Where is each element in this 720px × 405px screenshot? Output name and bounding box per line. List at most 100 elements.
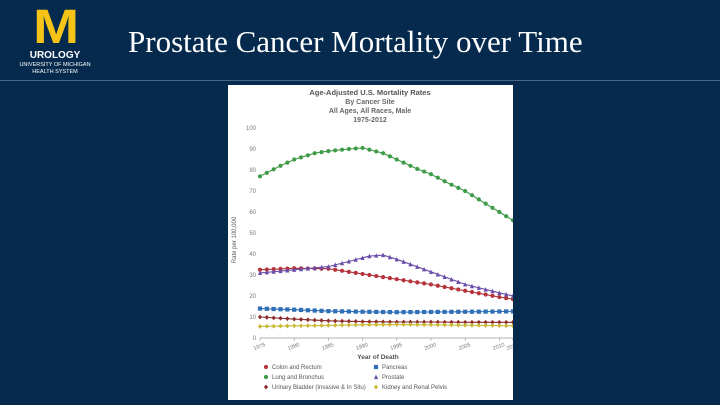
x-tick-label: 2005 [458,342,472,352]
data-point [442,309,447,314]
data-point [333,262,338,267]
data-point [401,160,406,165]
data-point [367,253,372,259]
data-point [339,309,345,314]
data-point [333,267,338,272]
data-point [463,281,468,287]
data-point [360,255,365,260]
data-point [353,146,358,151]
data-point [422,281,427,286]
data-point [374,309,379,315]
data-point [456,287,461,292]
data-point [319,264,324,270]
data-point [394,277,399,282]
data-point [257,314,263,320]
data-point [374,322,379,328]
legend-label: Kidney and Renal Pelvis [382,385,447,391]
data-point [380,309,386,315]
legend-label: Urinary Bladder (Invasive & In Situ) [272,385,366,391]
university-logo: M UROLOGY UNIVERSITY OF MICHIGAN HEALTH … [14,4,96,78]
data-point [264,323,269,329]
chart-subtitle-2: All Ages, All Races, Male [329,108,411,115]
data-point [312,265,317,270]
data-point [374,319,379,325]
data-point [435,322,440,328]
x-tick-label: 1985 [321,342,335,352]
data-point [367,309,372,314]
data-point [422,309,427,315]
data-point [504,214,509,219]
legend-label: Pancreas [382,365,407,371]
x-tick-label: 1980 [287,342,301,352]
data-point [456,279,461,285]
data-point [264,170,269,175]
data-point [264,269,269,275]
data-point [374,149,379,154]
data-point [456,319,461,325]
data-point [278,307,283,312]
series-line [259,308,514,313]
y-tick-label: 60 [249,210,256,216]
data-point [271,315,276,321]
data-point [442,322,447,328]
data-point [292,267,297,272]
data-point [278,323,283,329]
data-point [408,322,413,328]
data-point [298,266,304,272]
series-line [259,324,514,327]
data-point [504,319,509,325]
data-point [415,264,420,269]
data-point [415,166,420,172]
data-point [346,318,351,324]
data-point [346,309,351,314]
data-point [415,280,420,285]
data-point [346,258,351,264]
data-point [428,269,434,274]
data-point [305,153,310,158]
data-point [422,322,427,328]
data-point [326,323,331,328]
data-point [353,257,358,262]
data-point [401,322,406,328]
y-tick-label: 0 [253,336,257,342]
data-point [367,272,372,278]
data-point [360,322,365,328]
chart-figure: Age-Adjusted U.S. Mortality Rates By Can… [228,85,519,400]
data-point [490,309,495,314]
data-point [408,261,413,267]
data-point [497,290,502,295]
data-point [312,308,317,313]
data-point [394,310,399,315]
legend-marker [263,364,269,370]
y-tick-label: 90 [249,147,256,153]
data-point [374,253,379,258]
data-point [483,319,488,325]
x-tick-label: 1995 [390,342,404,352]
data-point [326,264,331,269]
data-point [305,265,310,271]
data-point [312,151,317,156]
data-point [264,306,269,311]
data-point [408,309,413,315]
data-point [510,309,516,314]
data-point [394,256,399,262]
data-point [456,185,461,190]
data-point [428,322,434,328]
data-point [387,322,393,328]
data-point [360,319,365,325]
data-point [387,309,393,315]
data-point [264,267,269,272]
legend-marker [373,374,379,380]
data-point [367,147,372,152]
data-point [353,322,358,328]
data-point [339,147,345,152]
data-point [319,308,324,313]
data-point [490,323,495,328]
data-point [435,175,440,180]
data-point [292,316,297,322]
data-point [497,294,502,300]
data-point [469,289,475,295]
series-line [259,316,513,323]
data-point [285,323,290,329]
data-point [380,322,386,328]
